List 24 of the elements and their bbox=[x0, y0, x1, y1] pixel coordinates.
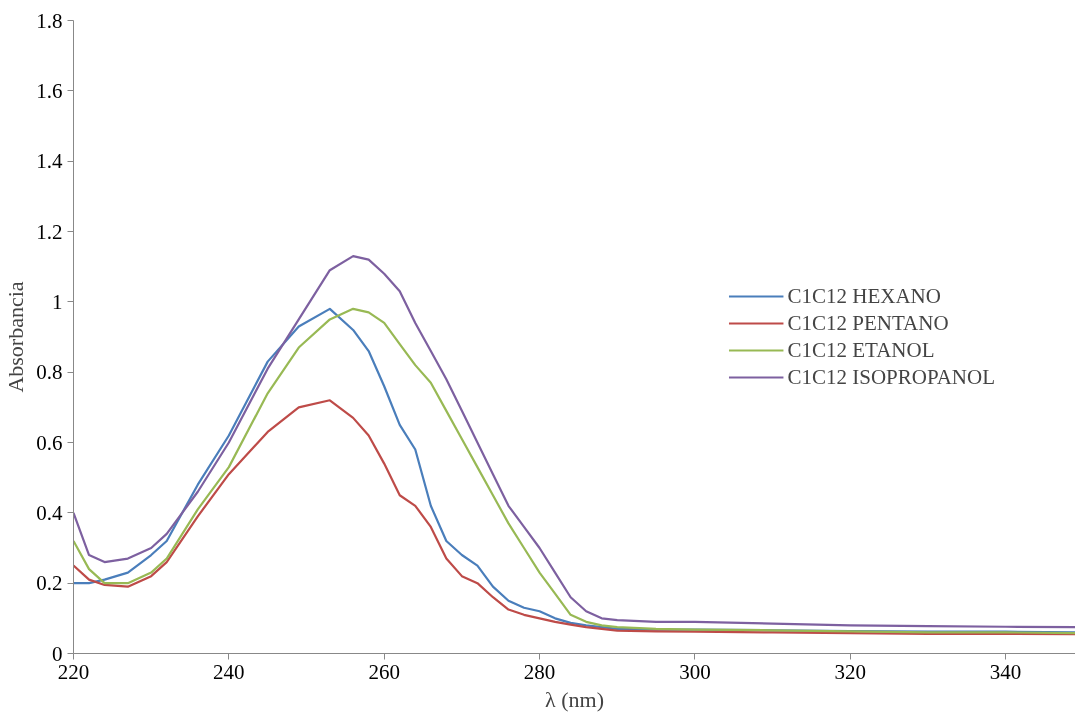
legend-label: C1C12 ISOPROPANOL bbox=[787, 364, 995, 390]
y-tick-label: 0.2 bbox=[36, 571, 63, 596]
x-axis-title: λ (nm) bbox=[545, 686, 604, 712]
x-tick-label: 240 bbox=[213, 659, 245, 684]
y-tick-label: 1.8 bbox=[36, 8, 63, 33]
y-axis-title: Absorbancia bbox=[3, 281, 29, 393]
y-tick-label: 0 bbox=[52, 641, 63, 666]
line-series bbox=[73, 255, 1075, 629]
y-tick-label: 0.6 bbox=[36, 430, 63, 455]
y-tick-label: 0.8 bbox=[36, 360, 63, 385]
legend-label: C1C12 ETANOL bbox=[787, 337, 935, 363]
x-tick-label: 260 bbox=[368, 659, 400, 684]
x-tick-label: 340 bbox=[989, 659, 1022, 684]
x-tick-label: 320 bbox=[834, 659, 866, 684]
legend-label: C1C12 HEXANO bbox=[787, 283, 941, 309]
legend-label: C1C12 PENTANO bbox=[787, 310, 949, 336]
x-tick-label: 300 bbox=[679, 659, 711, 684]
y-tick-label: 0.4 bbox=[36, 500, 63, 525]
y-tick-label: 1.2 bbox=[36, 219, 63, 244]
y-tick-label: 1.6 bbox=[36, 78, 63, 103]
y-tick-label: 1 bbox=[52, 289, 63, 314]
y-tick-label: 1.4 bbox=[36, 149, 63, 174]
line-series bbox=[73, 399, 1075, 636]
x-tick-label: 280 bbox=[523, 659, 556, 684]
